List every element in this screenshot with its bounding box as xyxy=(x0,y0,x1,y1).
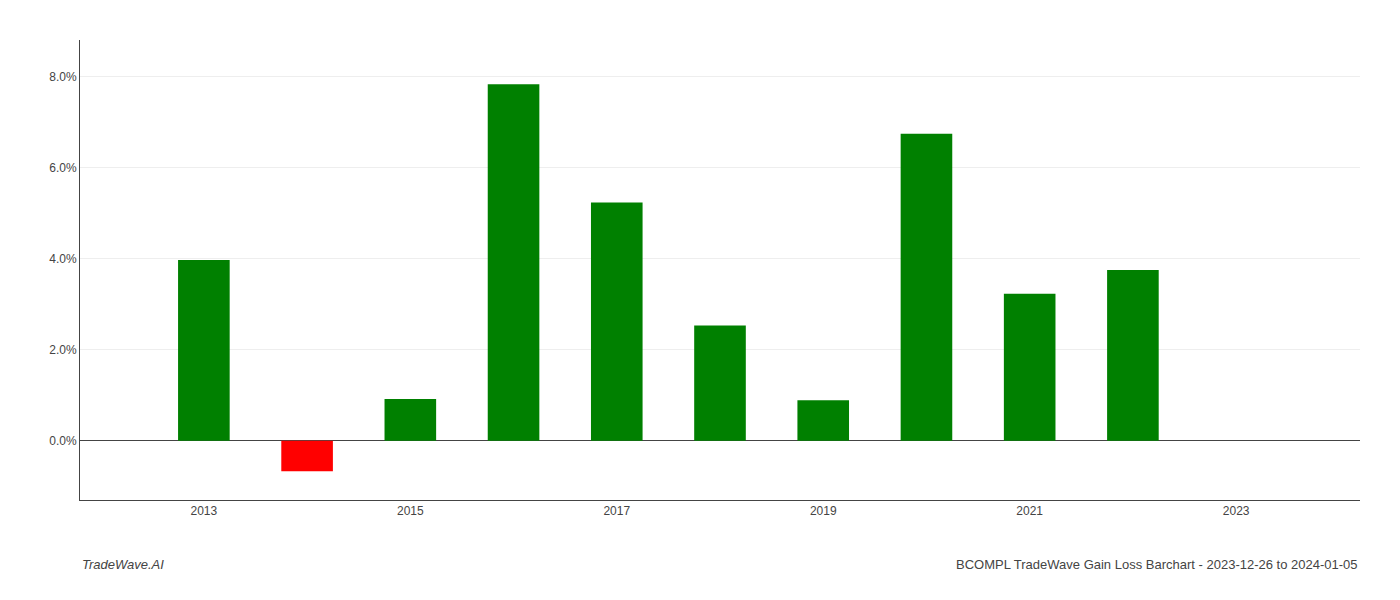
svg-text:TradeWave.AI: TradeWave.AI xyxy=(82,557,164,572)
svg-text:2019: 2019 xyxy=(810,504,837,518)
svg-text:2023: 2023 xyxy=(1223,504,1250,518)
svg-text:2.0%: 2.0% xyxy=(49,343,77,357)
svg-text:2015: 2015 xyxy=(397,504,424,518)
svg-text:0.0%: 0.0% xyxy=(49,434,77,448)
svg-text:2013: 2013 xyxy=(191,504,218,518)
svg-text:2017: 2017 xyxy=(603,504,630,518)
svg-text:2021: 2021 xyxy=(1016,504,1043,518)
svg-text:8.0%: 8.0% xyxy=(49,70,77,84)
svg-text:4.0%: 4.0% xyxy=(49,252,77,266)
svg-text:6.0%: 6.0% xyxy=(49,161,77,175)
svg-text:BCOMPL TradeWave Gain Loss Bar: BCOMPL TradeWave Gain Loss Barchart - 20… xyxy=(956,557,1358,572)
